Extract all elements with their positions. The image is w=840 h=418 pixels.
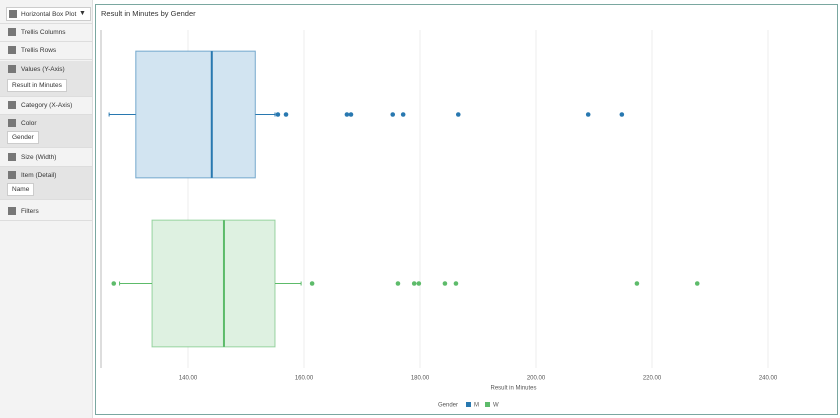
outlier [283, 112, 289, 117]
field-pill[interactable]: Result in Minutes [7, 79, 67, 92]
outlier [455, 112, 461, 117]
x-tick-label: 240.00 [759, 376, 778, 382]
box [135, 50, 256, 179]
outlier [275, 112, 281, 117]
box [151, 219, 276, 348]
x-tick-label: 160.00 [295, 376, 314, 382]
outlier [411, 281, 417, 286]
outlier [634, 281, 640, 286]
menu-item[interactable]: Filters [0, 203, 92, 221]
menu-label: Category (X-Axis) [21, 102, 73, 109]
menu-item[interactable]: Category (X-Axis) [0, 97, 92, 115]
menu-label: Item (Detail) [21, 172, 57, 179]
menu-item[interactable]: Item (Detail) Name [0, 167, 92, 200]
menu-item[interactable]: Trellis Columns [0, 24, 92, 42]
menu-label: Color [21, 120, 37, 127]
legend-title: Gender [438, 403, 458, 409]
menu-item[interactable]: Color Gender [0, 115, 92, 148]
x-tick-label: 180.00 [411, 376, 430, 382]
menu-label: Trellis Columns [21, 29, 66, 36]
outlier [344, 112, 350, 117]
outlier [694, 281, 700, 286]
x-axis-label: Result in Minutes [490, 386, 536, 392]
outlier [416, 281, 422, 286]
menu-item[interactable]: Values (Y-Axis) Result in Minutes [0, 61, 92, 97]
menu-item[interactable]: Size (Width) [0, 149, 92, 167]
field-pill[interactable]: Gender [7, 131, 39, 144]
legend-swatch [466, 402, 471, 407]
field-pill[interactable]: Name [7, 183, 35, 196]
x-tick-label: 140.00 [179, 376, 198, 382]
chart-panel: Result in Minutes by Gender 140.00 160.00… [95, 4, 838, 415]
x-tick-label: 200.00 [527, 376, 546, 382]
outlier [442, 281, 448, 286]
chart-type: Horizontal Box Plot [21, 11, 77, 18]
chart-title: Result in Minutes by Gender [101, 9, 196, 18]
chart-type-select[interactable]: Horizontal Box Plot ▼ [0, 3, 92, 24]
outlier [400, 112, 406, 117]
outlier [585, 112, 591, 117]
menu-label: Size (Width) [21, 154, 57, 161]
menu-label: Trellis Rows [21, 47, 57, 54]
outlier [111, 281, 117, 286]
menu-item[interactable]: Trellis Rows [0, 42, 92, 60]
x-tick-label: 220.00 [643, 376, 662, 382]
menu-label: Filters [21, 208, 39, 215]
legend-label: W [493, 403, 499, 409]
menu-label: Values (Y-Axis) [21, 66, 65, 73]
outlier [348, 112, 354, 117]
outlier [390, 112, 396, 117]
outlier [395, 281, 401, 286]
outlier [309, 281, 315, 286]
legend-swatch [485, 402, 490, 407]
legend-label: M [474, 403, 479, 409]
outlier [453, 281, 459, 286]
sidebar: Horizontal Box Plot ▼ Trellis Columns Tr… [0, 0, 93, 418]
outlier [619, 112, 625, 117]
